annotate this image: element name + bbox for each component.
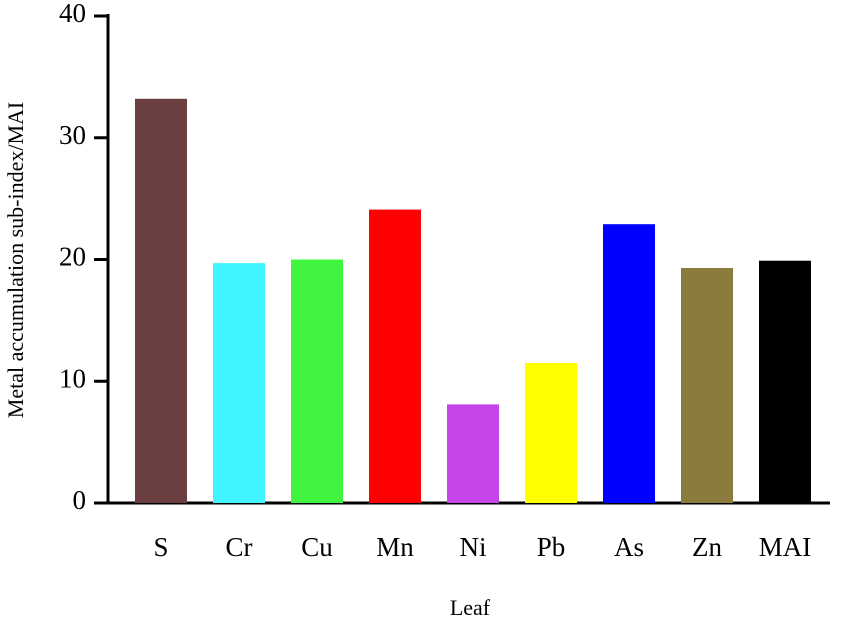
bar [135, 98, 187, 503]
bar [447, 404, 499, 503]
x-tick-label: Mn [376, 532, 414, 562]
x-tick-label: Cr [226, 532, 253, 562]
x-tick-label: Zn [692, 532, 722, 562]
x-tick-label: As [614, 532, 644, 562]
y-axis-title: Metal accumulation sub-index/MAI [3, 102, 28, 418]
bar [291, 259, 343, 503]
y-tick-label: 30 [59, 120, 86, 150]
bar [213, 263, 265, 503]
x-axis-title: Leaf [450, 595, 491, 620]
x-tick-label: Cu [301, 532, 333, 562]
x-tick-label: MAI [759, 532, 812, 562]
y-tick-label: 20 [59, 242, 86, 272]
y-tick-label: 0 [73, 485, 87, 515]
y-tick-label: 10 [59, 363, 86, 393]
bar [603, 224, 655, 503]
bar [369, 209, 421, 503]
bar [525, 362, 577, 503]
bar [759, 260, 811, 503]
x-tick-label: Ni [460, 532, 487, 562]
y-tick-label: 40 [59, 0, 86, 28]
x-tick-label: Pb [537, 532, 566, 562]
x-tick-label: S [153, 532, 168, 562]
bar [681, 268, 733, 503]
